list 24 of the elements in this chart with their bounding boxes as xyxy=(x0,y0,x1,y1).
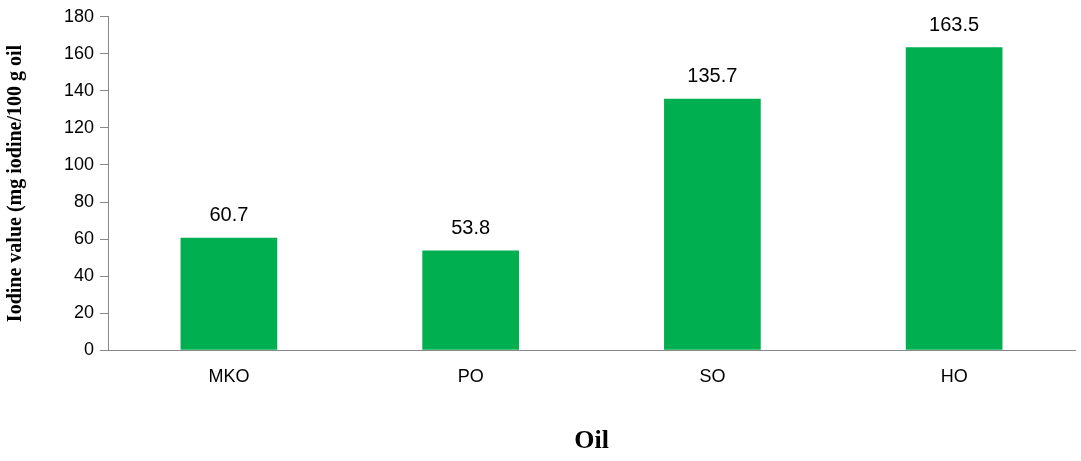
y-tick-label: 20 xyxy=(74,302,95,323)
x-tick-label: SO xyxy=(699,365,726,386)
data-label: 60.7 xyxy=(209,203,249,226)
y-tick-label: 100 xyxy=(63,153,95,174)
data-label: 135.7 xyxy=(687,64,738,87)
y-axis-title: Iodine value (mg iodine/100 g oil xyxy=(3,44,27,323)
x-tick-label: HO xyxy=(940,365,968,386)
y-tick-label: 80 xyxy=(74,190,95,211)
y-tick-label: 160 xyxy=(63,42,95,63)
y-tick-label: 120 xyxy=(63,116,95,137)
y-tick-label: 40 xyxy=(74,265,95,286)
x-axis-title: Oil xyxy=(574,425,609,455)
bar xyxy=(180,237,278,350)
y-tick-label: 0 xyxy=(84,339,95,360)
y-tick-label: 180 xyxy=(63,5,95,26)
y-tick-label: 140 xyxy=(63,79,95,100)
bar xyxy=(422,250,519,350)
data-label: 163.5 xyxy=(929,12,980,35)
y-tick-label: 60 xyxy=(74,228,95,249)
bar xyxy=(664,98,761,350)
x-tick-label: PO xyxy=(457,365,484,386)
x-tick-label: MKO xyxy=(208,365,250,386)
bar xyxy=(905,47,1003,350)
data-label: 53.8 xyxy=(451,216,491,239)
